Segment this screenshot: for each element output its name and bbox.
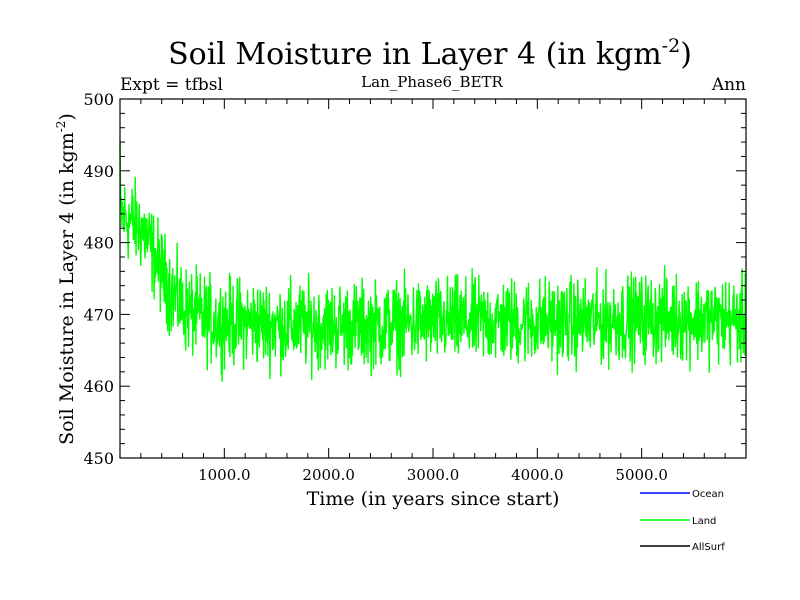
x-tick-label: 3000.0 — [407, 466, 460, 484]
x-axis-label: Time (in years since start) — [307, 488, 560, 510]
y-tick-label: 480 — [83, 234, 114, 253]
legend-label-allsurf: AllSurf — [692, 542, 725, 553]
legend-label-land: Land — [692, 516, 716, 527]
series-layer — [119, 142, 747, 382]
x-tick-label: 4000.0 — [511, 466, 564, 484]
y-tick-label: 500 — [83, 90, 114, 109]
x-tick-label: 5000.0 — [615, 466, 668, 484]
y-axis-label: Soil Moisture in Layer 4 (in kgm-2) — [54, 113, 78, 445]
x-tick-label: 2000.0 — [302, 466, 355, 484]
y-tick-label: 450 — [83, 449, 114, 468]
chart-title: Soil Moisture in Layer 4 (in kgm-2) — [168, 35, 692, 72]
series-line-land — [119, 142, 747, 382]
ticks-layer: 450 460 470 480 490 500 1000.0 2000.0 3000.0 4000… — [83, 90, 746, 484]
x-tick-label: 1000.0 — [198, 466, 251, 484]
plot-frame — [119, 98, 747, 459]
y-tick-label: 460 — [83, 377, 114, 396]
period-label: Ann — [711, 75, 746, 95]
y-tick-label: 470 — [83, 305, 114, 324]
experiment-label: Expt = tfbsl — [120, 75, 223, 95]
legend: Ocean Land AllSurf — [640, 489, 725, 553]
legend-label-ocean: Ocean — [692, 489, 724, 500]
chart-subtitle: Lan_Phase6_BETR — [361, 73, 503, 91]
y-tick-label: 490 — [83, 162, 114, 181]
